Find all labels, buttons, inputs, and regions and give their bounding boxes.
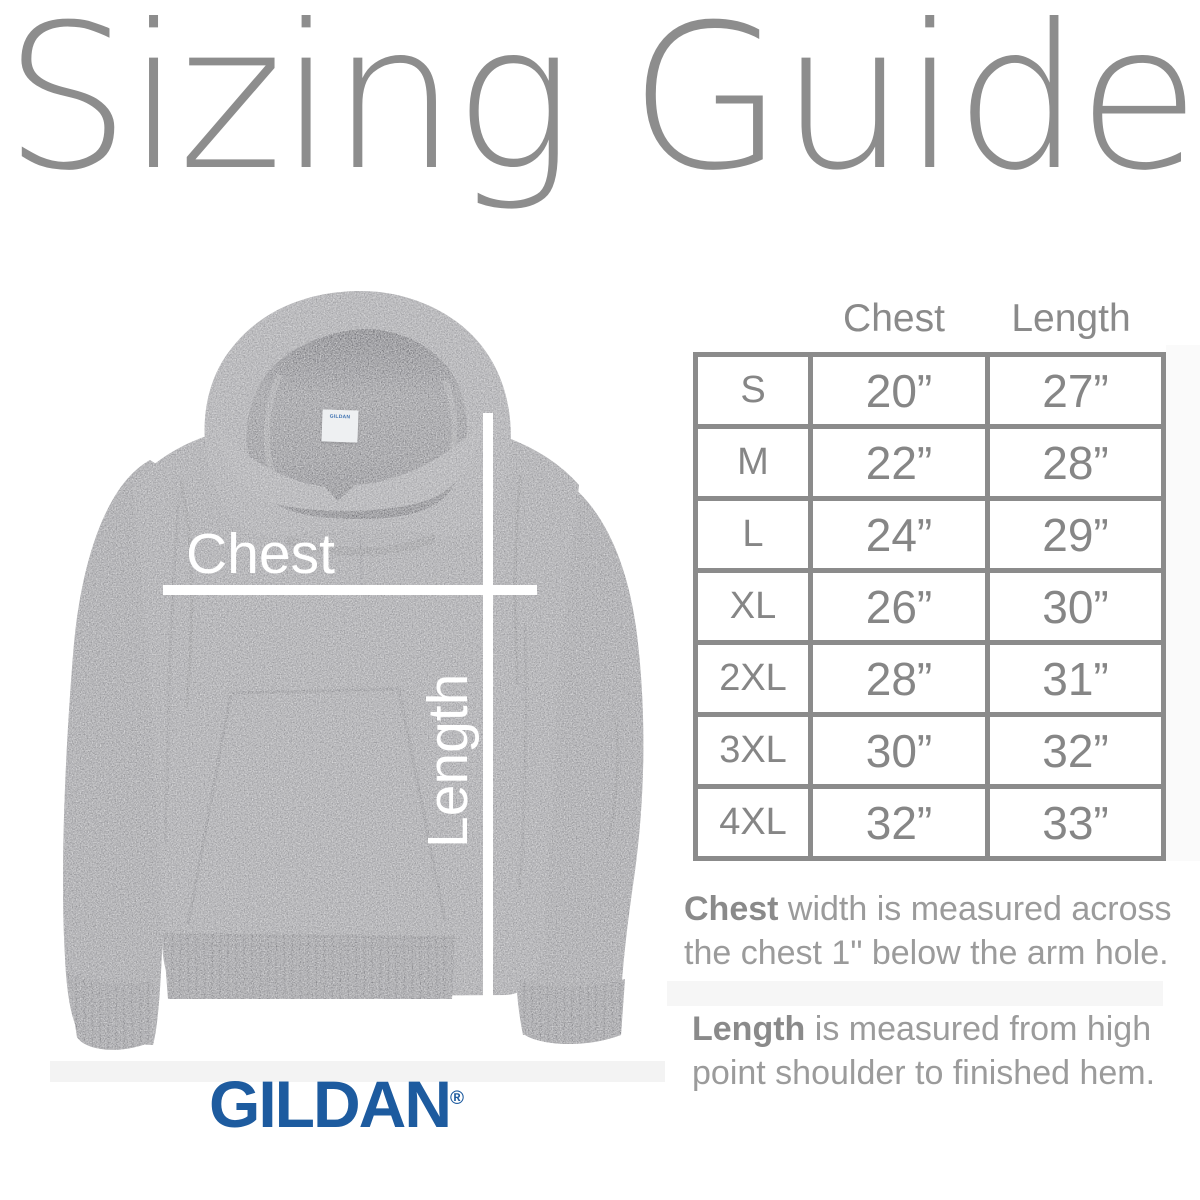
- size-cell: 3XL: [698, 717, 808, 784]
- length-note: Length is measured from high point shoul…: [684, 1007, 1189, 1095]
- chest-cell: 32”: [813, 789, 985, 856]
- length-cell: 29”: [990, 501, 1161, 568]
- chest-note-term: Chest: [684, 890, 779, 928]
- size-cell: S: [698, 357, 808, 424]
- length-cell: 31”: [990, 645, 1161, 712]
- chest-measure-label: Chest: [186, 522, 335, 586]
- chest-note-text: width is measured across the chest 1" be…: [684, 890, 1172, 972]
- photo-bottom-edge-band: [50, 1061, 665, 1082]
- chest-cell: 20”: [813, 357, 985, 424]
- brand-logo: GILDAN®: [209, 1066, 464, 1142]
- registered-mark: ®: [449, 1088, 464, 1109]
- table-column-header-length: Length: [1011, 297, 1131, 340]
- size-cell: 4XL: [698, 789, 808, 856]
- chest-cell: 30”: [813, 717, 985, 784]
- right-edge-band: [1166, 345, 1200, 861]
- length-measure-line: [483, 413, 493, 1002]
- chest-note: Chest width is measured across the chest…: [684, 887, 1189, 975]
- size-cell: XL: [698, 573, 808, 640]
- length-cell: 33”: [990, 789, 1161, 856]
- length-cell: 28”: [990, 429, 1161, 496]
- page-title: Sizing Guide: [3, 0, 1200, 215]
- length-cell: 27”: [990, 357, 1161, 424]
- neck-tag: GILDAN: [321, 409, 359, 443]
- table-column-header-chest: Chest: [843, 297, 945, 340]
- chest-cell: 28”: [813, 645, 985, 712]
- size-cell: L: [698, 501, 808, 568]
- chest-cell: 22”: [813, 429, 985, 496]
- chest-measure-line: [163, 585, 537, 595]
- chest-cell: 26”: [813, 573, 985, 640]
- neck-tag-text: GILDAN: [329, 413, 351, 420]
- chest-cell: 24”: [813, 501, 985, 568]
- hoodie-image: [62, 291, 644, 1050]
- size-cell: 2XL: [698, 645, 808, 712]
- length-measure-label: Length: [416, 673, 480, 848]
- length-note-term: Length: [692, 1010, 806, 1048]
- size-cell: M: [698, 429, 808, 496]
- length-cell: 30”: [990, 573, 1161, 640]
- size-table: S 20” 27” M 22” 28” L 24” 29” XL 26” 30”…: [693, 352, 1166, 861]
- length-note-text: is measured from high point shoulder to …: [692, 1010, 1156, 1092]
- hoodie-photo: [55, 285, 665, 1065]
- notes-divider-band: [667, 981, 1163, 1006]
- measurement-notes: Chest width is measured across the chest…: [684, 887, 1189, 1095]
- length-cell: 32”: [990, 717, 1161, 784]
- brand-name: GILDAN: [209, 1067, 452, 1141]
